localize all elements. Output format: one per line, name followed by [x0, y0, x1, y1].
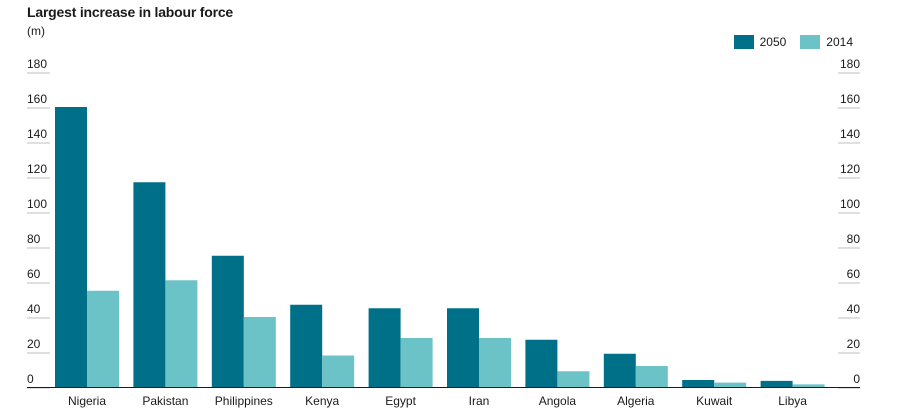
legend-label-2014: 2014	[826, 35, 853, 49]
legend: 2050 2014	[720, 35, 853, 49]
bar-nigeria-2014	[87, 290, 119, 387]
y-tick-label-left: 180	[27, 57, 47, 71]
x-tick-label: Kenya	[305, 394, 339, 408]
y-tick-label-left: 120	[27, 162, 47, 176]
unit-label: (m)	[27, 24, 45, 38]
bar-egypt-2050	[368, 308, 401, 387]
y-tick-label-right: 120	[840, 162, 860, 176]
y-tick-label-left: 0	[27, 372, 34, 386]
bar-pakistan-2014	[165, 280, 198, 387]
bar-algeria-2014	[635, 366, 668, 387]
y-tick-label-left: 140	[27, 127, 47, 141]
bar-kenya-2014	[322, 355, 355, 387]
bar-kuwait-2050	[682, 380, 715, 387]
legend-item-2050: 2050	[733, 35, 787, 49]
y-tick-label-left: 60	[27, 267, 41, 281]
x-tick-label: Iran	[469, 394, 490, 408]
y-tick-label-right: 140	[840, 127, 860, 141]
y-tick-label-left: 160	[27, 92, 47, 106]
y-tick-label-left: 40	[27, 302, 41, 316]
y-tick-label-right: 40	[847, 302, 861, 316]
bar-angola-2014	[557, 371, 590, 387]
x-tick-label: Libya	[778, 394, 807, 408]
bar-iran-2014	[479, 338, 511, 387]
x-tick-label: Algeria	[617, 394, 655, 408]
y-tick-label-right: 160	[840, 92, 860, 106]
y-tick-label-right: 20	[847, 337, 861, 351]
chart-title: Largest increase in labour force	[27, 4, 234, 20]
y-tick-label-right: 0	[853, 372, 860, 386]
bar-egypt-2014	[400, 338, 433, 387]
legend-swatch-2014	[800, 35, 821, 49]
bar-libya-2014	[792, 384, 825, 387]
bar-philippines-2014	[243, 317, 276, 387]
bar-angola-2050	[525, 339, 558, 387]
y-tick-label-right: 80	[847, 232, 861, 246]
bar-iran-2050	[447, 308, 479, 387]
bar-nigeria-2050	[55, 107, 87, 387]
y-tick-label-left: 100	[27, 197, 47, 211]
x-tick-label: Nigeria	[68, 394, 106, 408]
y-tick-label-right: 60	[847, 267, 861, 281]
bar-libya-2050	[760, 380, 793, 387]
x-tick-label: Angola	[539, 394, 577, 408]
x-tick-label: Philippines	[215, 394, 273, 408]
y-tick-label-right: 180	[840, 57, 860, 71]
bar-pakistan-2050	[133, 182, 166, 387]
x-tick-label: Kuwait	[696, 394, 733, 408]
y-tick-label-left: 80	[27, 232, 41, 246]
x-tick-label: Egypt	[385, 394, 416, 408]
legend-label-2050: 2050	[759, 35, 787, 49]
bar-algeria-2050	[603, 353, 636, 387]
x-tick-label: Pakistan	[142, 394, 188, 408]
y-tick-label-left: 20	[27, 337, 41, 351]
legend-item-2014: 2014	[800, 35, 853, 49]
y-tick-label-right: 100	[840, 197, 860, 211]
bar-kenya-2050	[290, 304, 323, 387]
bar-kuwait-2014	[714, 382, 747, 387]
bar-philippines-2050	[211, 255, 244, 387]
legend-swatch-2050	[733, 35, 754, 49]
